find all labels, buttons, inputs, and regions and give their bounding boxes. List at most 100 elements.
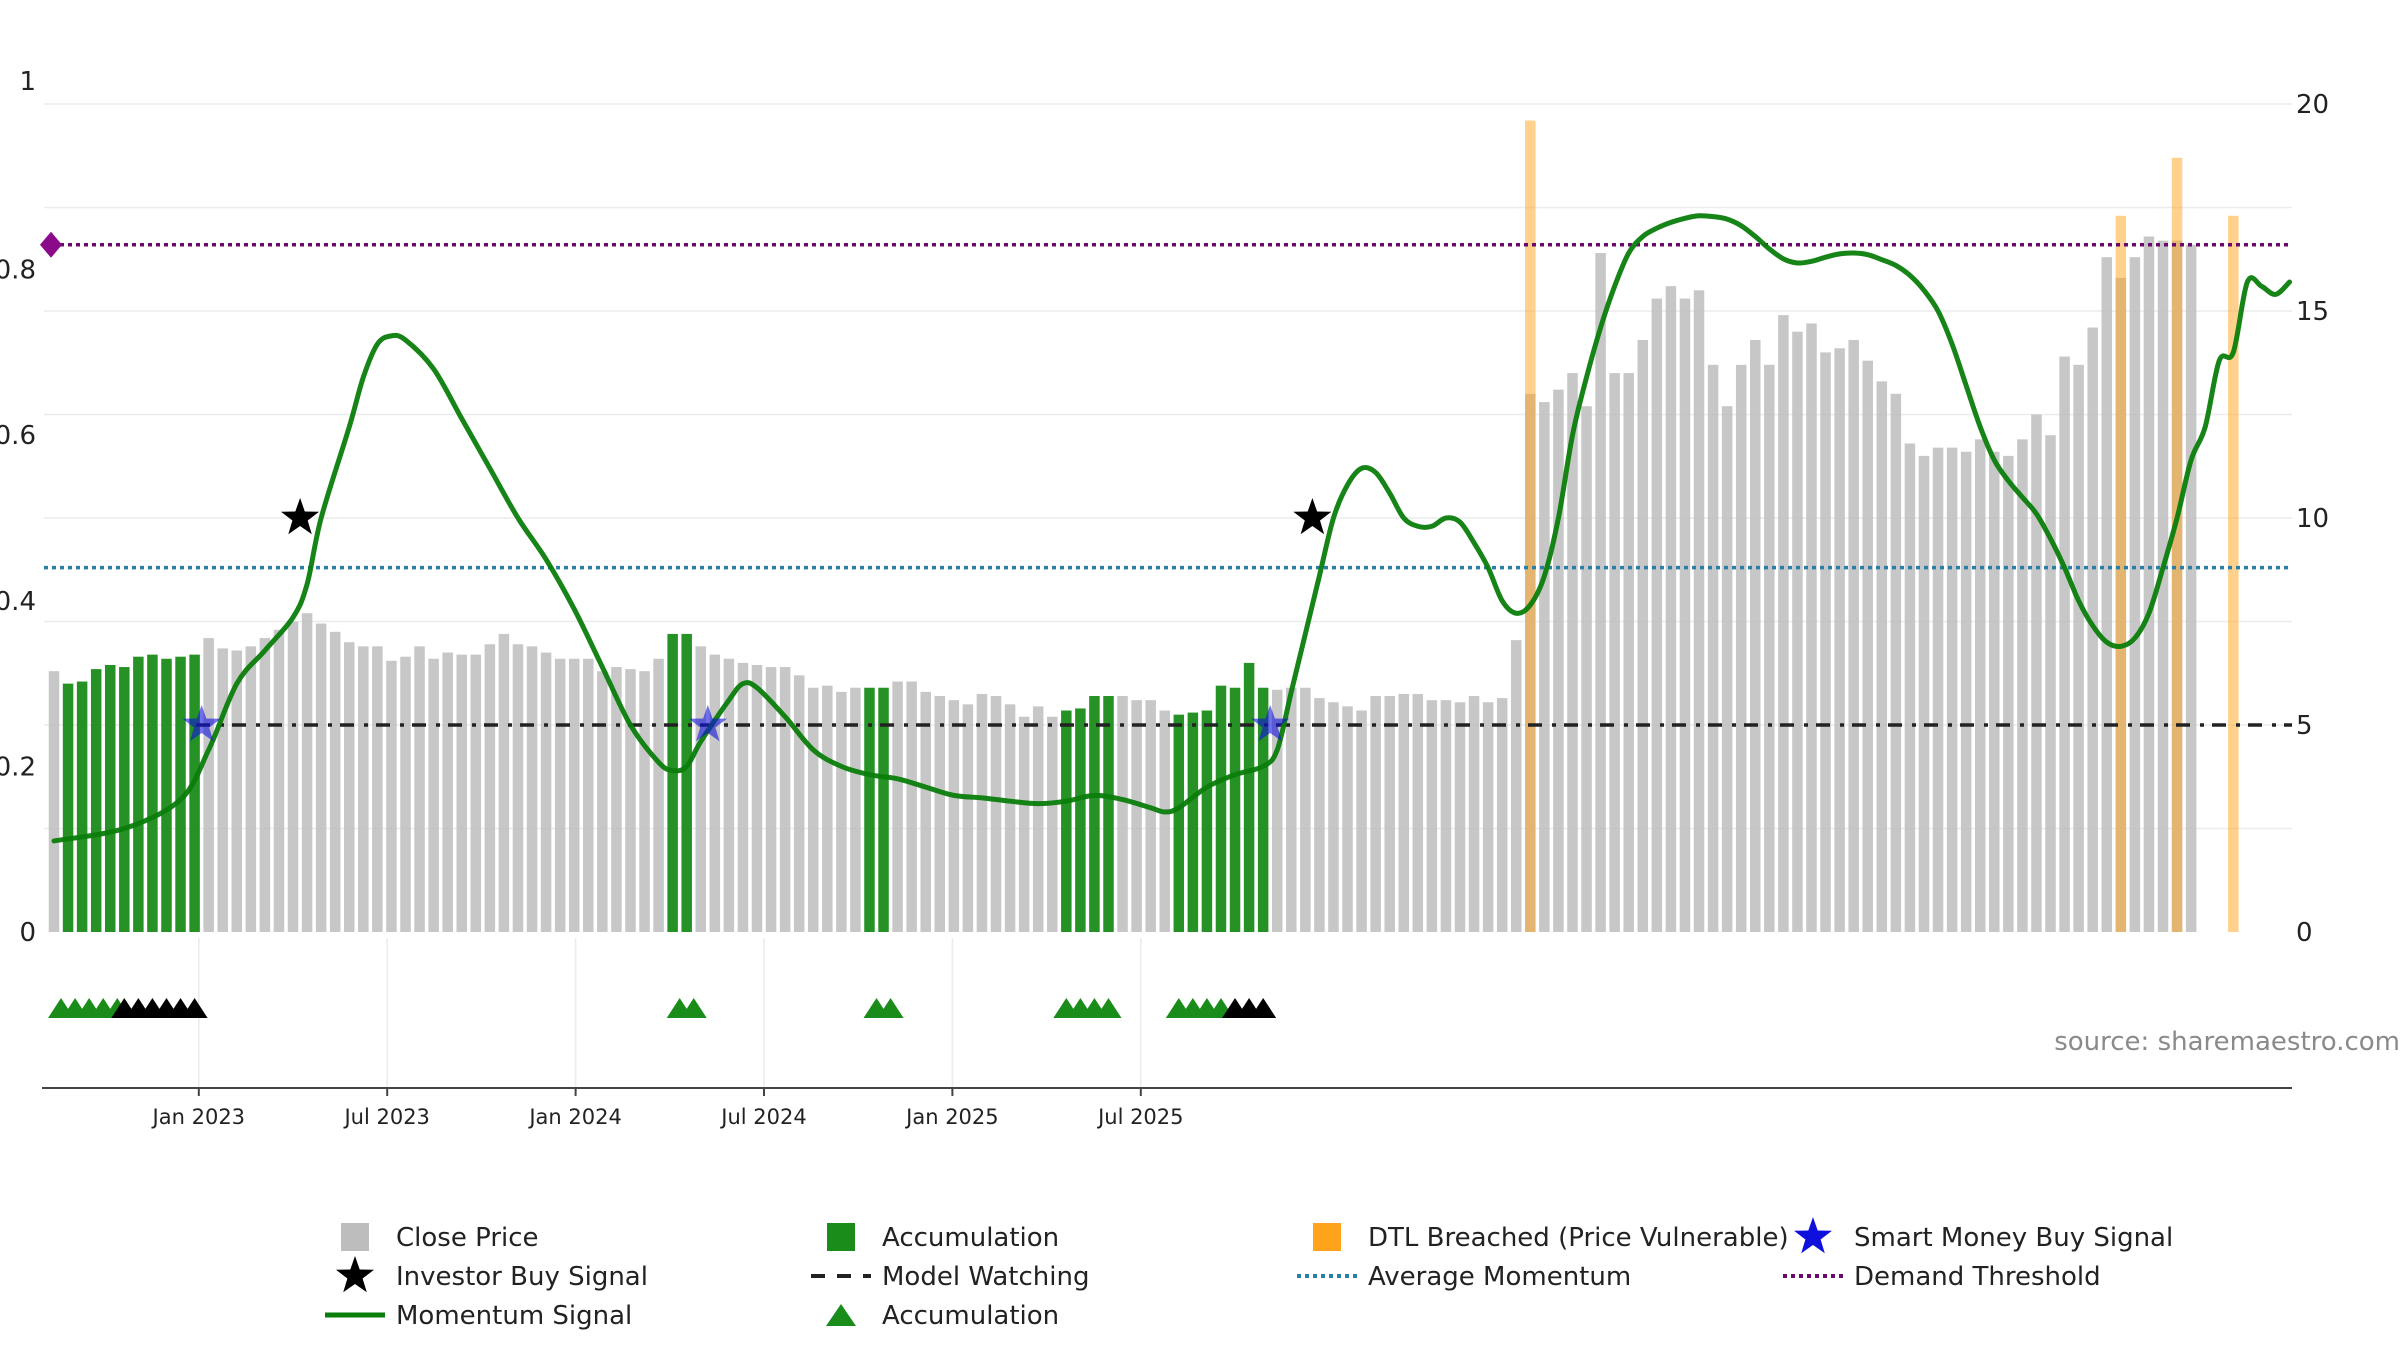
legend-swatch [826,1304,856,1326]
close-price-bar [1342,706,1353,932]
close-price-bar [1356,710,1367,932]
demand-threshold-marker [40,231,62,258]
accumulation-marker [181,998,208,1018]
close-price-bar [526,646,538,932]
accumulation-bar [161,658,172,932]
close-price-bar [822,685,833,932]
legend-label: Model Watching [882,1262,1089,1292]
close-price-bar [498,633,510,932]
legend-item: Accumulation [827,1223,1059,1253]
accumulation-bar [1089,696,1100,932]
close-price-bar [1848,339,1859,933]
close-price-bar [1328,702,1339,932]
close-price-bar [1159,710,1170,932]
close-price-bar [1960,451,1972,932]
close-price-bar [962,704,974,932]
accumulation-bar [878,687,889,932]
accumulation-bar [104,664,116,932]
close-price-bar [1750,339,1761,933]
close-price-bar [1047,716,1058,932]
accumulation-bar [175,656,186,932]
close-price-bar [709,654,721,932]
y-left-tick-label: 1 [19,67,36,97]
y-right-tick-label: 0 [2296,918,2313,948]
close-price-bar [1623,373,1634,933]
lines-layer [40,213,2293,844]
close-price-bar [1131,700,1142,932]
close-price-bar [1792,331,1803,932]
x-tick-label: Jan 2023 [151,1105,246,1129]
close-price-bar [793,675,805,932]
x-tick-label: Jul 2024 [719,1105,806,1129]
close-price-bar [1482,702,1494,932]
close-price-bar [1117,696,1128,932]
close-price-bar [1454,702,1466,932]
x-tick-label: Jul 2023 [342,1105,429,1129]
close-price-bar [1946,447,1958,932]
close-price-bar [512,644,524,932]
close-price-bar [301,613,313,932]
close-price-bar [892,681,903,932]
close-price-bar [1553,389,1564,932]
close-price-bar [358,646,369,932]
close-price-bar [1412,693,1424,932]
close-price-bar [2031,414,2042,932]
legend-label: DTL Breached (Price Vulnerable) [1368,1223,1789,1253]
accumulation-bar [90,669,102,932]
y-left-tick-label: 0.8 [0,256,36,286]
close-price-bar [1862,360,1873,932]
legend-item: Accumulation [826,1301,1059,1331]
close-price-bar [934,696,946,932]
close-price-bar [625,669,636,932]
close-price-bar [2003,455,2014,932]
close-price-bar [1876,381,1888,932]
close-price-bar [1286,687,1297,932]
close-price-bar [1665,286,1677,932]
close-price-bar [315,623,327,932]
axes-layer: Jan 2023 Jul 2023 Jan 2024 Jul 2024 Jan 2025… [0,67,2329,1129]
close-price-bar [751,664,763,932]
y-left-tick-label: 0.6 [0,421,36,451]
close-price-bar [273,629,285,932]
close-price-bar [203,638,214,932]
close-price-bar [442,652,453,932]
close-price-bar [1918,455,1930,932]
accumulation-bar [1243,662,1255,932]
accumulation-marker [1250,998,1277,1018]
legend-item: Close Price [341,1223,539,1253]
legend: Close Price Accumulation DTL Breached (Pri… [325,1217,2173,1331]
close-price-bar [1384,696,1395,932]
accumulation-bar [133,656,144,932]
dtl-breached-bar [2115,215,2127,932]
close-price-bar [1539,402,1550,933]
close-price-bar [259,638,271,932]
accumulation-marker [1095,998,1122,1018]
smart-money-buy-signal [1251,705,1290,742]
close-price-bar [48,671,60,932]
close-price-bar [217,648,228,932]
close-price-bar [1806,323,1817,932]
close-price-bar [414,646,425,932]
accumulation-bar [1173,714,1185,932]
legend-item: DTL Breached (Price Vulnerable) [1313,1223,1789,1253]
accumulation-bar [76,681,88,932]
close-price-bar [386,660,397,932]
close-price-bar [372,646,383,932]
legend-label: Momentum Signal [396,1301,632,1331]
accumulation-bar [864,687,875,932]
close-price-bar [344,642,355,932]
close-price-bar [583,658,594,932]
close-price-bar [1440,700,1452,932]
close-price-bar [1567,373,1578,933]
close-price-bar [611,667,622,932]
close-price-bar [1904,443,1916,932]
x-tick-label: Jan 2024 [527,1105,622,1129]
accumulation-marker [680,998,707,1018]
close-price-bar [1890,393,1902,932]
legend-item: Average Momentum [1297,1262,1631,1292]
accumulation-bar [1229,687,1241,932]
legend-label: Smart Money Buy Signal [1854,1223,2173,1253]
close-price-bar [920,691,931,932]
x-tick-label: Jul 2025 [1096,1105,1183,1129]
